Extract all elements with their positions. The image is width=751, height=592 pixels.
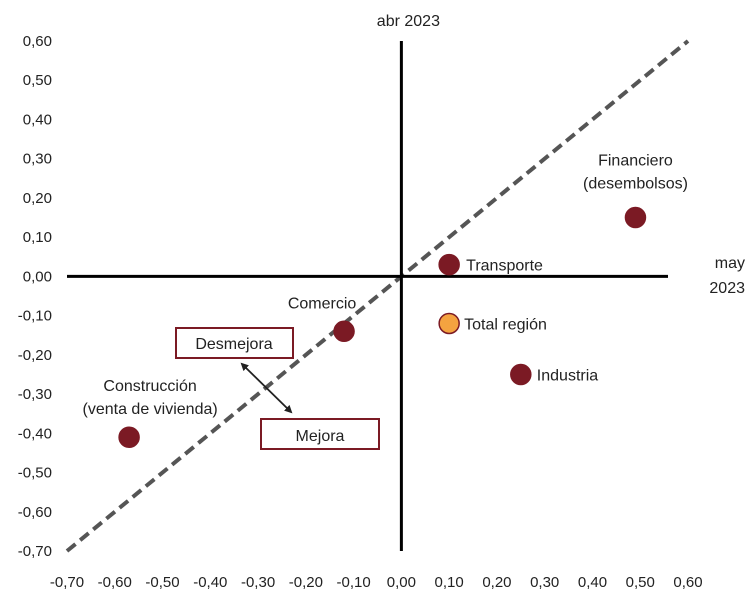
desmejora-box (175, 327, 294, 359)
y-tick-label: 0,40 (23, 111, 52, 128)
data-point (510, 363, 532, 386)
point-label: (venta de vivienda) (83, 401, 218, 418)
y-tick-label: -0,40 (18, 425, 52, 442)
y-tick-label: -0,20 (18, 347, 52, 364)
data-point (438, 253, 460, 276)
point-label: Total región (464, 316, 547, 333)
x-tick-label: 0,00 (387, 574, 416, 591)
y-tick-label: 0,30 (23, 151, 52, 168)
point-label: Transporte (466, 258, 543, 275)
y-tick-label: 0,60 (23, 33, 52, 50)
y-tick-label: 0,20 (23, 190, 52, 207)
mejora-box (260, 418, 380, 450)
y-tick-label: 0,10 (23, 229, 52, 246)
x-tick-label: 0,40 (578, 574, 607, 591)
direction-arrow (240, 362, 293, 414)
x-tick-label: -0,40 (193, 574, 227, 591)
y-tick-label: -0,60 (18, 504, 52, 521)
y-tick-label: -0,50 (18, 465, 52, 482)
x-tick-label: 0,20 (482, 574, 511, 591)
y-tick-label: -0,10 (18, 308, 52, 325)
x-tick-label: 0,60 (673, 574, 702, 591)
data-point (118, 426, 140, 448)
reference-line-45 (65, 39, 690, 553)
data-point (333, 320, 355, 343)
y-tick-label: 0,50 (23, 72, 52, 89)
y-axis-title: abr 2023 (377, 13, 440, 30)
x-tick-label: 0,10 (435, 574, 464, 591)
point-label: Industria (537, 367, 598, 384)
point-label: (desembolsos) (583, 176, 688, 193)
x-tick-label: -0,10 (337, 574, 371, 591)
mejora-label: Mejora (296, 428, 345, 445)
x-axis-title-line1: may (715, 255, 745, 272)
x-tick-label: 0,50 (626, 574, 655, 591)
point-label: Construcción (103, 378, 196, 395)
x-tick-label: -0,70 (50, 574, 84, 591)
x-axis-title-line2: 2023 (709, 280, 745, 297)
x-tick-label: 0,30 (530, 574, 559, 591)
point-label: Comercio (288, 295, 357, 312)
data-point (438, 312, 460, 335)
y-tick-label: 0,00 (23, 268, 52, 285)
point-label: Financiero (598, 153, 673, 170)
x-tick-label: -0,60 (98, 574, 132, 591)
data-point (624, 206, 647, 229)
desmejora-label: Desmejora (195, 336, 272, 353)
x-tick-label: -0,30 (241, 574, 275, 591)
y-tick-label: -0,70 (18, 543, 52, 560)
y-tick-label: -0,30 (18, 386, 52, 403)
x-tick-label: -0,50 (145, 574, 179, 591)
x-tick-label: -0,20 (289, 574, 323, 591)
